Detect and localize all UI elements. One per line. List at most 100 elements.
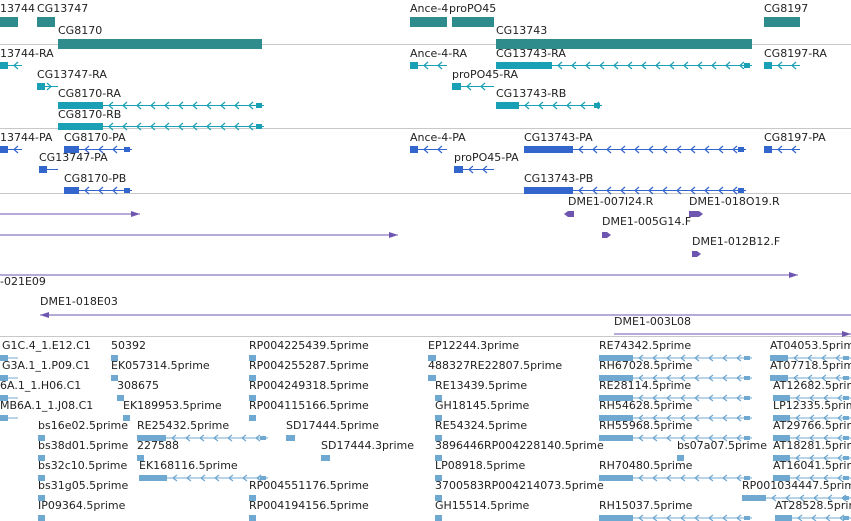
clones-label: DME1-012B12.F [692, 235, 781, 248]
ests-label: bs32c10.5prime [38, 459, 128, 472]
ests-label: 308675 [117, 379, 159, 392]
genes-label: CG8197 [764, 2, 809, 15]
ests-label: RP004115166.5prime [249, 399, 369, 412]
ests-label: RH55968.5prime [599, 419, 693, 432]
ests-label: G3A.1_1.P09.C1 [2, 359, 91, 372]
transcripts-label: CG8197-RA [764, 47, 827, 60]
clones-label: DME1-003L08 [614, 315, 691, 328]
ests-label: 6A.1_1.H06.C1 [0, 379, 82, 392]
transcripts-label: proPO45-RA [452, 68, 518, 81]
ests-label: SD17444.3prime [321, 439, 414, 452]
ests-label: AT07718.5prime [770, 359, 851, 372]
ests-label: EK189953.5prime [123, 399, 222, 412]
ests-label: 227588 [137, 439, 179, 452]
transcripts-label: CG13747-RA [37, 68, 107, 81]
